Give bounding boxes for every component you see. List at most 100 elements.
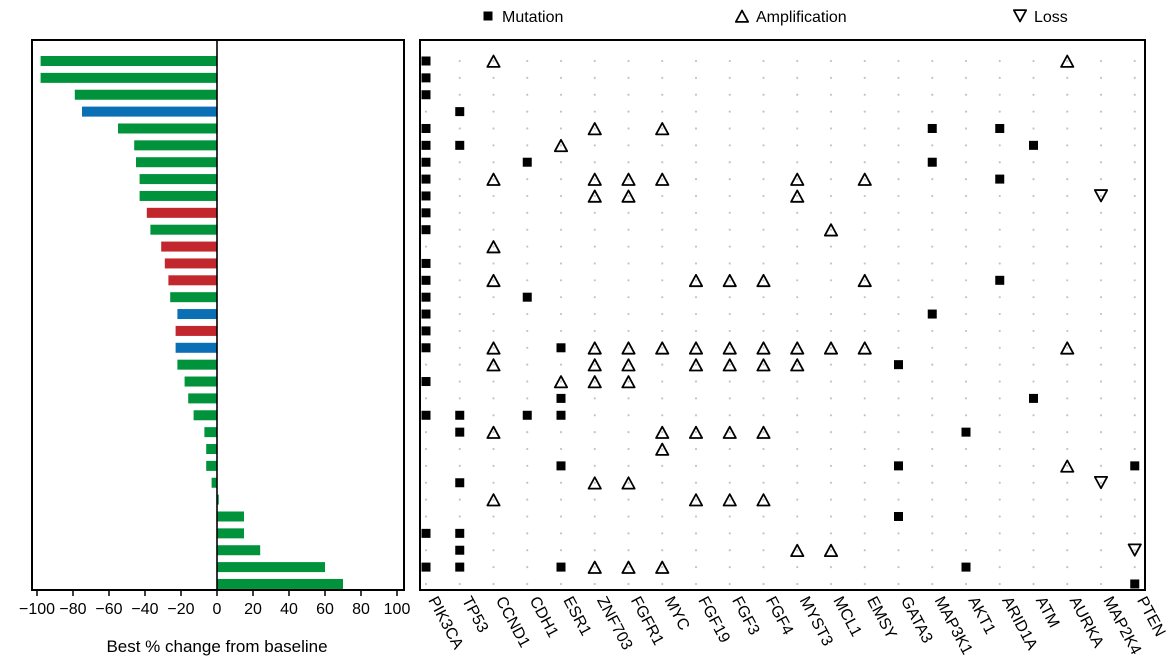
amplification-marker [756,273,771,288]
grid-dot [492,161,495,164]
grid-dot [931,549,934,552]
grid-dot [863,346,866,349]
x-tick-label: 80 [352,601,370,618]
grid-dot [796,447,799,451]
grid-dot [863,262,866,265]
grid-dot [998,481,1001,484]
grid-dot [526,245,529,248]
grid-dot [694,59,698,63]
grid-dot [492,262,495,265]
grid-dot [694,194,698,198]
grid-dot [1032,228,1035,231]
grid-dot [998,498,1001,501]
amplification-marker [790,341,805,355]
grid-dot [829,464,833,467]
grid-dot [897,397,900,400]
grid-dot [559,582,563,586]
grid-dot [1066,245,1069,248]
grid-dot [1066,346,1069,349]
grid-dot [694,93,698,96]
grid-dot [1032,380,1035,383]
grid-dot [829,363,833,366]
grid-dot [762,329,765,333]
grid-dot [829,262,833,265]
grid-dot [964,363,968,366]
grid-dot [863,414,866,417]
grid-dot [1133,397,1136,400]
grid-dot [897,414,900,417]
grid-dot [796,498,799,501]
grid-dot [796,211,799,214]
grid-dot [1066,498,1069,501]
grid-dot [458,515,461,518]
grid-dot [863,228,866,231]
legend-label: Loss [1034,9,1068,26]
grid-dot [931,245,934,248]
grid-dot [1133,346,1136,349]
grid-dot [863,279,866,282]
grid-dot [796,110,799,113]
grid-dot [1133,59,1136,63]
grid-dot [863,532,866,535]
grid-dot [931,59,934,63]
grid-dot [728,515,731,518]
grid-dot [931,397,934,400]
amplification-marker [486,358,501,372]
grid-dot [1032,532,1035,535]
grid-dot [829,296,833,299]
grid-dot [728,329,731,333]
grid-dot [964,262,968,265]
grid-dot [559,245,563,248]
grid-dot [1066,279,1069,282]
grid-dot [897,76,900,79]
grid-dot [1133,447,1136,451]
grid-dot [1032,76,1035,79]
grid-dot [964,228,968,231]
grid-dot [998,110,1001,113]
grid-dot [931,296,934,299]
grid-dot [998,161,1001,164]
grid-dot [661,144,664,147]
waterfall-bar [146,207,217,218]
grid-dot [897,279,900,282]
grid-dot [728,414,731,417]
amplification-marker [486,425,501,439]
amplification-marker [688,425,704,439]
grid-dot [559,515,563,518]
grid-dot [1133,110,1136,113]
mutation-marker [421,90,431,100]
grid-dot [694,76,698,79]
grid-dot [424,447,428,451]
grid-dot [829,397,833,400]
grid-dot [796,262,799,265]
amplification-marker [655,341,670,355]
grid-dot [492,447,495,451]
grid-dot [1099,582,1103,586]
grid-dot [559,161,563,164]
grid-dot [762,447,765,451]
loss-marker [1127,543,1142,557]
grid-dot [661,431,664,434]
amplification-marker [621,560,636,574]
grid-dot [661,93,664,96]
grid-dot [829,127,833,130]
grid-dot [829,59,833,63]
grid-dot [492,532,495,535]
grid-dot [661,329,664,333]
grid-dot [931,380,934,383]
grid-dot [1099,194,1103,198]
grid-dot [661,397,664,400]
grid-dot [694,447,698,451]
mutation-marker [927,123,937,133]
amplification-marker [722,425,737,439]
grid-dot [796,228,799,231]
grid-dot [1099,481,1103,484]
amplification-marker [857,172,872,186]
waterfall-bar [40,72,217,83]
grid-dot [728,380,731,383]
grid-dot [931,76,934,79]
grid-dot [627,549,630,552]
grid-dot [964,498,968,501]
grid-dot [694,127,698,130]
mutation-marker [421,377,431,387]
